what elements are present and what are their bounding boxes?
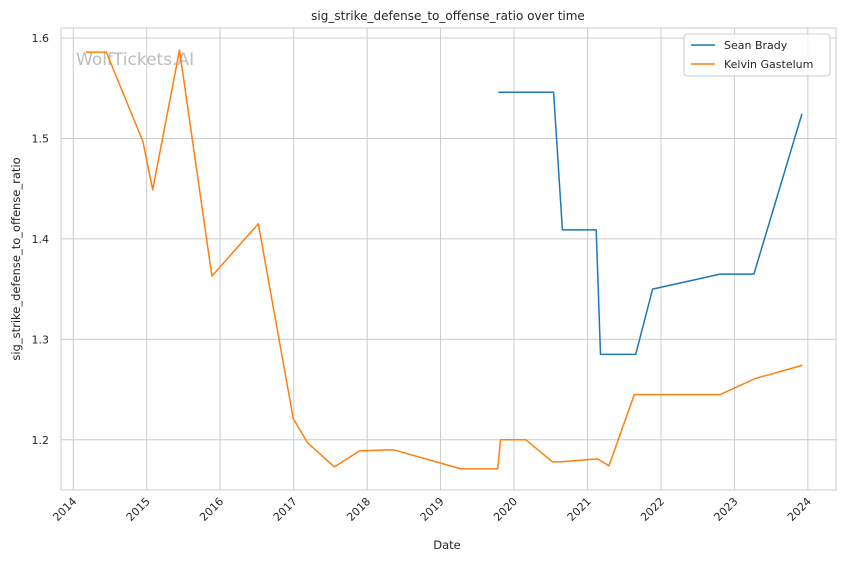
grid [61,28,836,490]
series-line-sean-brady [498,91,803,356]
chart-title: sig_strike_defense_to_offense_ratio over… [311,9,585,23]
legend-box [683,33,831,77]
y-tick-label: 1.3 [32,333,50,346]
y-axis-label: sig_strike_defense_to_offense_ratio [9,157,23,360]
y-tick-label: 1.6 [32,32,50,45]
y-tick-label: 1.4 [32,233,50,246]
y-axis-ticks: 1.2 1.3 1.4 1.5 1.6 [32,32,50,447]
watermark-text: WolfTickets.AI [76,50,194,70]
plot-area-frame [60,27,837,491]
x-axis-label: Date [433,538,461,552]
series-lines [85,49,803,470]
y-tick-label: 1.2 [32,434,50,447]
legend-label-sean-brady: Sean Brady [724,39,788,52]
legend: Sean Brady Kelvin Gastelum [683,33,831,77]
y-tick-label: 1.5 [32,132,50,145]
legend-label-kelvin-gastelum: Kelvin Gastelum [724,58,813,71]
series-line-kelvin-gastelum [85,49,803,470]
